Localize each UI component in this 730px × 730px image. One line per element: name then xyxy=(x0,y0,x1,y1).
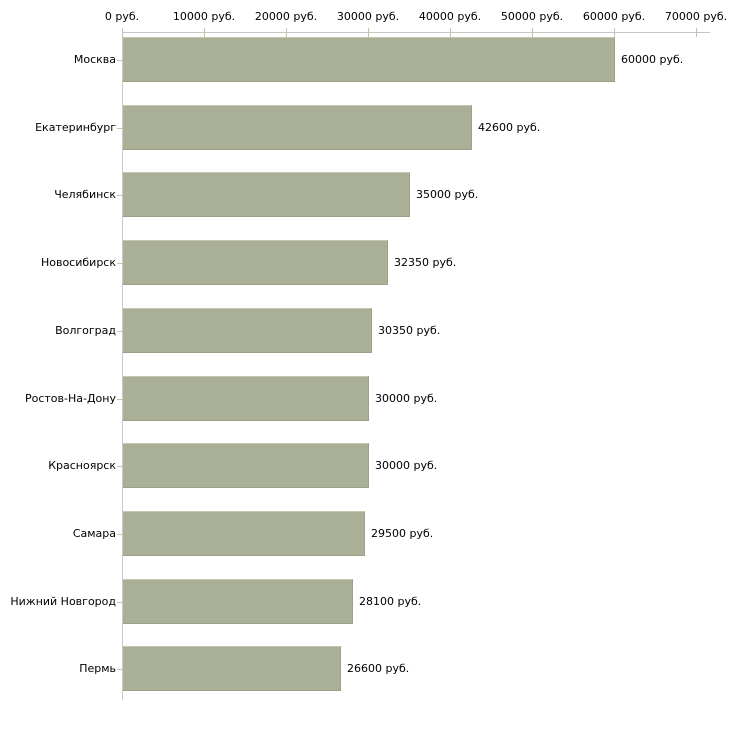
bar xyxy=(123,308,372,353)
y-tick-mark xyxy=(117,602,122,603)
x-tick-mark xyxy=(614,28,615,37)
x-tick-mark xyxy=(368,28,369,37)
x-tick-mark xyxy=(696,28,697,37)
y-tick-mark xyxy=(117,331,122,332)
x-axis-tick-label: 10000 руб. xyxy=(172,10,236,23)
category-label: Челябинск xyxy=(54,188,116,201)
x-axis-tick-label: 0 руб. xyxy=(104,10,140,23)
bar xyxy=(123,37,615,82)
y-tick-mark xyxy=(117,534,122,535)
bar xyxy=(123,646,341,691)
bar xyxy=(123,172,410,217)
x-axis-tick-label: 60000 руб. xyxy=(582,10,646,23)
y-axis-line xyxy=(122,32,123,700)
value-label: 60000 руб. xyxy=(621,53,684,66)
x-axis-line xyxy=(122,32,710,33)
category-label: Москва xyxy=(73,53,116,66)
value-label: 29500 руб. xyxy=(371,527,434,540)
value-label: 26600 руб. xyxy=(347,662,410,675)
x-axis-tick-label: 40000 руб. xyxy=(418,10,482,23)
x-tick-mark xyxy=(286,28,287,37)
value-label: 28100 руб. xyxy=(359,595,422,608)
category-label: Екатеринбург xyxy=(35,121,116,134)
category-label: Новосибирск xyxy=(40,256,116,269)
x-axis-tick-label: 20000 руб. xyxy=(254,10,318,23)
y-tick-mark xyxy=(117,128,122,129)
category-label: Волгоград xyxy=(55,324,116,337)
y-tick-mark xyxy=(117,466,122,467)
x-axis-tick-label: 50000 руб. xyxy=(500,10,564,23)
bar xyxy=(123,579,353,624)
category-label: Ростов-На-Дону xyxy=(24,392,116,405)
category-label: Нижний Новгород xyxy=(10,595,116,608)
y-tick-mark xyxy=(117,263,122,264)
category-label: Самара xyxy=(72,527,116,540)
bar xyxy=(123,511,365,556)
value-label: 32350 руб. xyxy=(394,256,457,269)
x-tick-mark xyxy=(204,28,205,37)
bar xyxy=(123,240,388,285)
x-axis-tick-label: 30000 руб. xyxy=(336,10,400,23)
category-label: Пермь xyxy=(79,662,116,675)
bar xyxy=(123,443,369,488)
y-tick-mark xyxy=(117,669,122,670)
value-label: 30000 руб. xyxy=(375,392,438,405)
bar xyxy=(123,376,369,421)
x-tick-mark xyxy=(532,28,533,37)
x-tick-mark xyxy=(450,28,451,37)
bar xyxy=(123,105,472,150)
value-label: 30350 руб. xyxy=(378,324,441,337)
y-tick-mark xyxy=(117,399,122,400)
y-tick-mark xyxy=(117,195,122,196)
x-tick-mark xyxy=(122,28,123,37)
category-label: Красноярск xyxy=(48,459,116,472)
value-label: 35000 руб. xyxy=(416,188,479,201)
y-tick-mark xyxy=(117,60,122,61)
x-axis-tick-label: 70000 руб. xyxy=(664,10,728,23)
value-label: 42600 руб. xyxy=(478,121,541,134)
value-label: 30000 руб. xyxy=(375,459,438,472)
